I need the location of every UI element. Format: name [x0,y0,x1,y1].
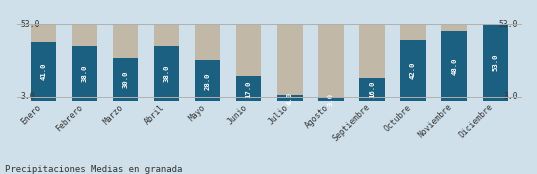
Text: 17.0: 17.0 [246,80,252,98]
Text: 16.0: 16.0 [369,81,375,98]
Bar [154,46,179,101]
Bar [483,24,508,101]
Bar [195,24,220,101]
Text: 38.0: 38.0 [164,65,170,82]
Bar [71,24,97,101]
Text: 53.0: 53.0 [492,54,498,71]
Text: 53.0: 53.0 [498,20,518,29]
Bar [31,42,56,101]
Bar [318,97,344,101]
Bar [277,24,302,101]
Text: 48.0: 48.0 [451,58,457,75]
Text: 41.0: 41.0 [40,63,46,80]
Bar [359,78,385,101]
Bar [441,31,467,101]
Text: 3.0: 3.0 [21,92,35,101]
Bar [71,46,97,101]
Bar [401,24,426,101]
Bar [483,24,508,101]
Bar [113,58,138,101]
Bar [113,24,138,101]
Text: 30.0: 30.0 [122,71,128,88]
Text: 42.0: 42.0 [410,62,416,79]
Text: 4.0: 4.0 [287,92,293,105]
Bar [236,24,262,101]
Text: Precipitaciones Medias en granada: Precipitaciones Medias en granada [5,165,183,174]
Bar [236,76,262,101]
Bar [318,24,344,101]
Bar [195,61,220,101]
Text: 28.0: 28.0 [205,72,211,90]
Bar [31,24,56,101]
Bar [441,24,467,101]
Text: 38.0: 38.0 [82,65,88,82]
Bar [154,24,179,101]
Text: 3.0: 3.0 [328,92,334,105]
Bar [277,95,302,101]
Text: 53.0: 53.0 [21,20,40,29]
Text: 3.0: 3.0 [503,92,518,101]
Bar [401,40,426,101]
Bar [359,24,385,101]
